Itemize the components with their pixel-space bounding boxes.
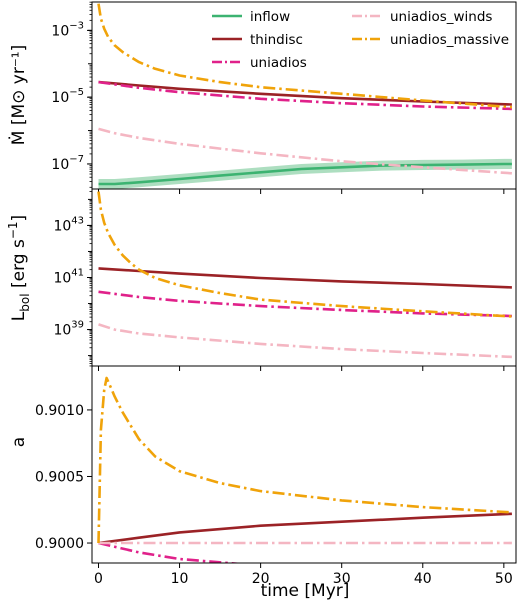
x-axis-label: time [Myr] (261, 581, 350, 601)
panel-bottom: 0 10 20 30 40 50 0.9000 0.9005 0.9010 (35, 365, 517, 587)
y-tick-label-base: 10 (51, 90, 69, 106)
legend-label-thindisc: thindisc (250, 32, 303, 48)
y-tick-label-exponent: −5 (69, 87, 84, 98)
legend: inflow uniadios_winds thindisc uniadios_mas… (212, 9, 509, 71)
series-line-uniadios_massive (97, 3, 512, 109)
y-tick-label: 10−3 (51, 20, 84, 39)
x-tick-label: 40 (414, 571, 432, 587)
y-tick-label: 0.9000 (35, 536, 84, 552)
y-tick-label-base: 10 (53, 218, 71, 234)
y-tick-label: 0.9005 (35, 469, 84, 485)
series-line-uniadios_massive (97, 191, 512, 318)
series-line-uniadios (98, 290, 512, 318)
y-tick-label: 1043 (53, 215, 84, 234)
axes-frame-middle (91, 188, 517, 367)
y-tick-label-exponent: 43 (71, 215, 84, 226)
series-line-uniadios (98, 80, 512, 111)
legend-label-uniadios_massive: uniadios_massive (390, 32, 509, 48)
x-tick-label: 10 (171, 571, 189, 587)
y-tick-label-exponent: 41 (71, 268, 84, 279)
series-band-inflow (98, 158, 512, 189)
series-line-uniadios_massive (97, 376, 512, 544)
series-group-bottom (97, 376, 512, 563)
x-tick-label: 0 (94, 571, 103, 587)
y-tick-label: 10−7 (51, 154, 84, 173)
series-line-thindisc (98, 512, 512, 545)
y-tick-label: 1039 (53, 320, 84, 339)
y-tick-label: 0.9010 (35, 403, 84, 419)
y-axis-label-top: Ṁ [M⊙ yr⁻¹] (8, 45, 29, 146)
legend-label-uniadios: uniadios (250, 55, 307, 71)
series-line-uniadios (98, 541, 244, 563)
y-tick-label-base: 10 (51, 157, 69, 173)
y-axis-label-middle: Lbol [erg s−1] (6, 215, 32, 321)
series-line-uniadios_winds (98, 127, 512, 175)
y-tick-label: 1041 (53, 268, 84, 287)
series-line-uniadios_winds (98, 323, 512, 359)
series-line-thindisc (98, 267, 512, 289)
y-axis-label-middle-sub: bol (18, 293, 32, 311)
y-tick-label-base: 10 (53, 271, 71, 287)
y-axis-label-middle-close: ] (9, 215, 29, 222)
y-tick-label-exponent: −7 (69, 154, 84, 165)
y-tick-label-base: 10 (51, 23, 69, 39)
series-group-top (97, 3, 512, 189)
x-tick-label: 30 (333, 571, 351, 587)
legend-label-uniadios_winds: uniadios_winds (390, 9, 492, 25)
y-tick-label: 10−5 (51, 87, 84, 106)
legend-label-inflow: inflow (250, 9, 290, 25)
y-tick-label-base: 10 (53, 323, 71, 339)
y-tick-label-exponent: −3 (69, 20, 84, 31)
series-line-inflow (98, 162, 512, 186)
x-tick-label: 20 (252, 571, 270, 587)
y-axis-label-middle-main: L (9, 311, 29, 321)
axes-frame-bottom (91, 365, 517, 564)
y-axis-label-middle-units: [erg s (9, 239, 29, 293)
y-axis-label-middle-sup: −1 (6, 221, 20, 239)
y-tick-label-exponent: 39 (71, 320, 84, 331)
series-group-middle (97, 191, 512, 359)
x-tick-label: 50 (495, 571, 513, 587)
y-axis-label-bottom: a (9, 437, 29, 447)
